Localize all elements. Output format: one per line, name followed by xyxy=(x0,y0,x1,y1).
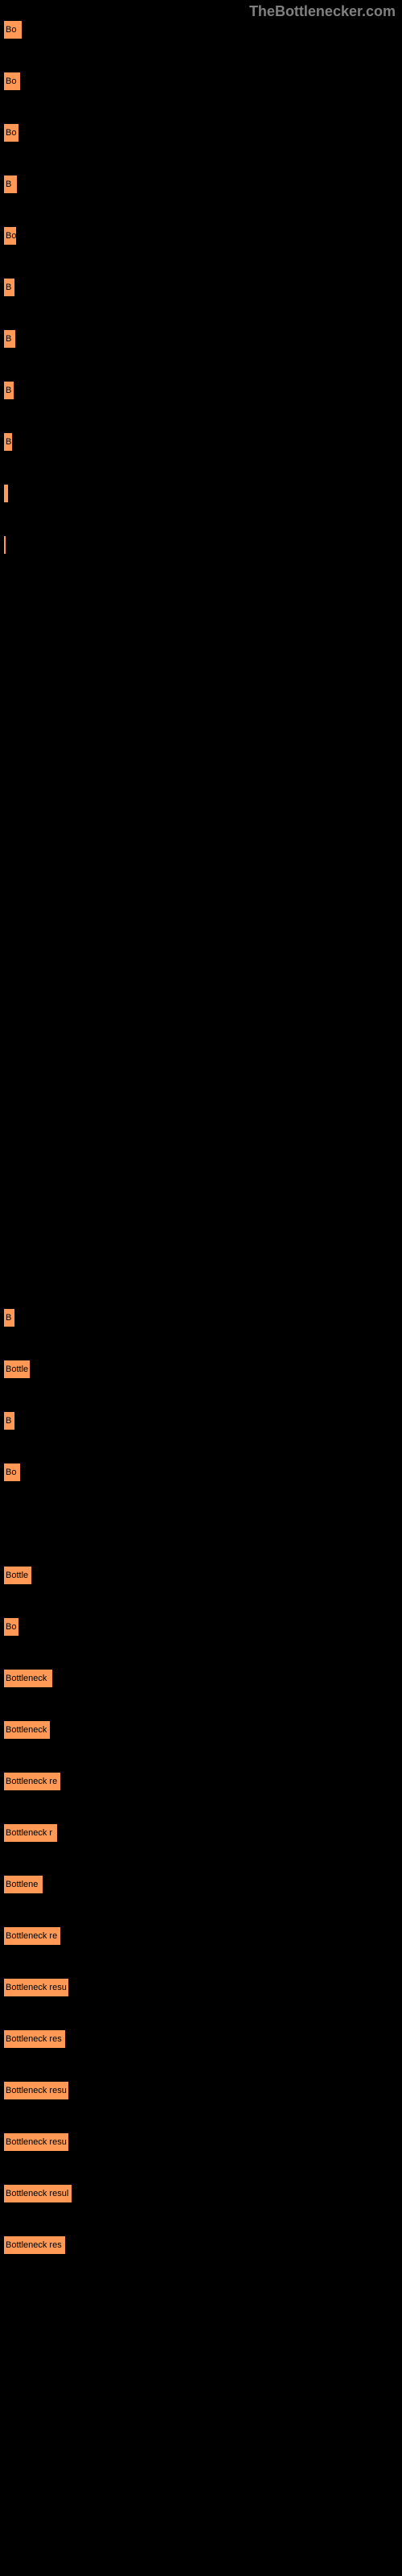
bar-row: B xyxy=(3,175,399,194)
bar-row xyxy=(3,535,399,555)
bar: Bo xyxy=(3,1463,21,1482)
bar-row xyxy=(3,947,399,967)
bar-row: Bottleneck xyxy=(3,1720,399,1740)
bar-row: Bottleneck resu xyxy=(3,2132,399,2152)
bar-row xyxy=(3,587,399,606)
bar: Bo xyxy=(3,226,17,246)
bar: B xyxy=(3,1411,15,1430)
bar-row: Bottleneck resul xyxy=(3,2184,399,2203)
bar-row xyxy=(3,1514,399,1534)
bar-row: Bo xyxy=(3,1617,399,1637)
bar-row: Bottleneck r xyxy=(3,1823,399,1843)
bar-row: Bottleneck xyxy=(3,1669,399,1688)
bar-row xyxy=(3,844,399,864)
bar-row xyxy=(3,793,399,812)
bar: Bottleneck r xyxy=(3,1823,58,1843)
bar: Bo xyxy=(3,20,23,39)
bar: Bottleneck res xyxy=(3,2235,66,2255)
bar: Bottleneck xyxy=(3,1720,51,1740)
bar: B xyxy=(3,175,18,194)
bar-row: Bottle xyxy=(3,1360,399,1379)
bar: Bottleneck res xyxy=(3,2029,66,2049)
bar-row: B xyxy=(3,278,399,297)
bar-row xyxy=(3,896,399,915)
bar: Bottleneck resu xyxy=(3,2132,69,2152)
bar-row xyxy=(3,1051,399,1070)
bar-row xyxy=(3,484,399,503)
bar-row: Bottleneck re xyxy=(3,1926,399,1946)
bar-row xyxy=(3,1154,399,1173)
bar-row xyxy=(3,638,399,658)
bar: B xyxy=(3,278,15,297)
bar xyxy=(3,484,9,503)
bar-row: Bottleneck res xyxy=(3,2029,399,2049)
bar-row: Bo xyxy=(3,226,399,246)
bar: Bottleneck xyxy=(3,1669,53,1688)
bar: B xyxy=(3,381,14,400)
bar-row: B xyxy=(3,381,399,400)
bar: B xyxy=(3,329,16,349)
bar-row: B xyxy=(3,432,399,452)
bar: B xyxy=(3,1308,15,1327)
bar: Bo xyxy=(3,123,19,142)
bar-row: Bo xyxy=(3,72,399,91)
bar-row: Bottle xyxy=(3,1566,399,1585)
bar: Bottleneck resu xyxy=(3,2081,69,2100)
bar-row xyxy=(3,1102,399,1121)
bar: Bottle xyxy=(3,1360,31,1379)
bar: Bottlene xyxy=(3,1875,43,1894)
bar-row: Bo xyxy=(3,20,399,39)
bar-chart: Bo Bo Bo B Bo B B B B B Bottle B Bo Bottle Bo Bottlenec… xyxy=(0,20,402,2255)
bar: Bo xyxy=(3,1617,19,1637)
bar xyxy=(3,535,6,555)
bar-row: Bottlene xyxy=(3,1875,399,1894)
bar-row: Bo xyxy=(3,123,399,142)
bar: Bottleneck resul xyxy=(3,2184,72,2203)
bar-row: B xyxy=(3,1308,399,1327)
bar-row xyxy=(3,741,399,761)
bar: Bottleneck resu xyxy=(3,1978,69,1997)
bar: B xyxy=(3,432,13,452)
bar-row: Bo xyxy=(3,1463,399,1482)
bar-row: B xyxy=(3,1411,399,1430)
brand-header: TheBottlenecker.com xyxy=(0,0,402,20)
bar-row: Bottleneck res xyxy=(3,2235,399,2255)
bar-row: Bottleneck resu xyxy=(3,1978,399,1997)
bar: Bottle xyxy=(3,1566,32,1585)
bar-row xyxy=(3,1205,399,1224)
bar-row: Bottleneck re xyxy=(3,1772,399,1791)
bar-row xyxy=(3,690,399,709)
bar: Bottleneck re xyxy=(3,1772,61,1791)
brand-text: TheBottlenecker.com xyxy=(249,3,396,19)
bar-row: B xyxy=(3,329,399,349)
bar-row: Bottleneck resu xyxy=(3,2081,399,2100)
bar-row xyxy=(3,999,399,1018)
bar: Bottleneck re xyxy=(3,1926,61,1946)
bar: Bo xyxy=(3,72,21,91)
bar-row xyxy=(3,1257,399,1276)
